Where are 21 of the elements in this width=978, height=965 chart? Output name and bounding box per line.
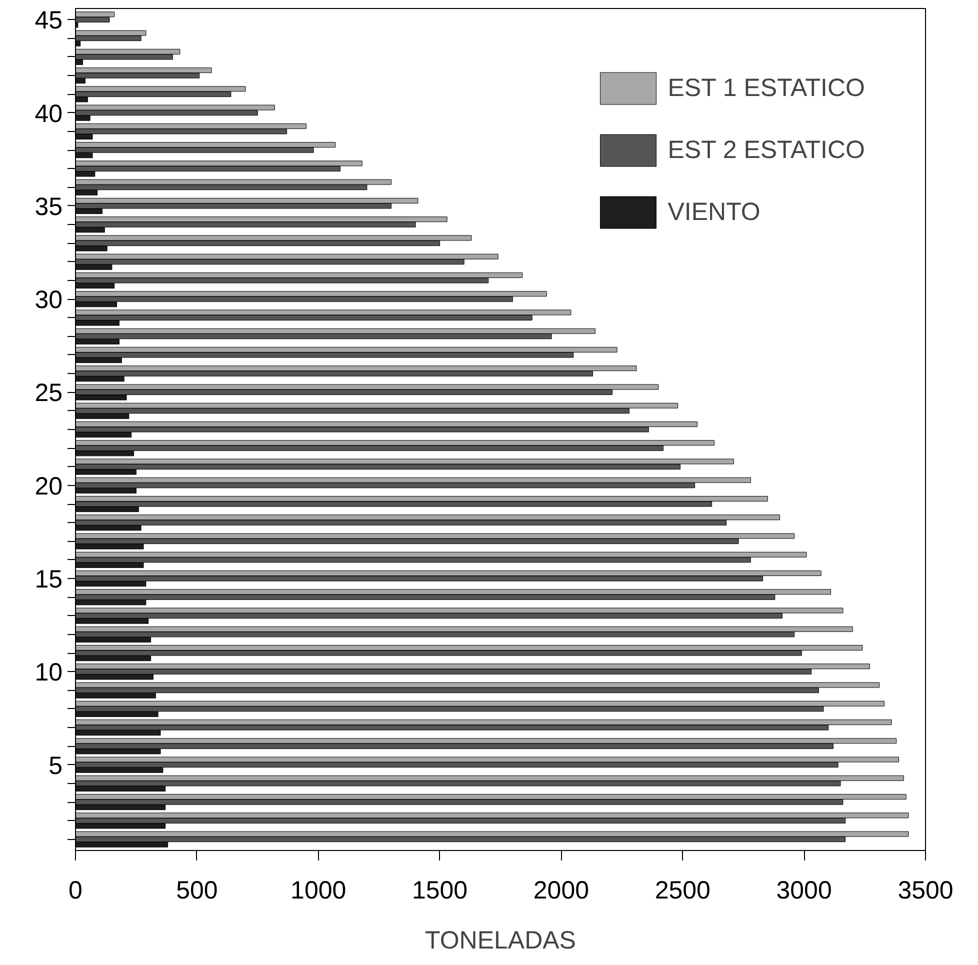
x-axis-title: TONELADAS [425, 926, 576, 954]
legend-label: EST 2 ESTATICO [668, 136, 865, 164]
x-tick-label: 1000 [290, 876, 346, 904]
legend-label: EST 1 ESTATICO [668, 74, 865, 102]
x-tick-label: 2500 [654, 876, 710, 904]
y-tick-label: 10 [34, 658, 63, 687]
x-tick-label: 0 [68, 876, 82, 904]
y-tick-label: 35 [34, 192, 63, 221]
y-tick-label: 20 [34, 472, 63, 500]
y-tick-label: 40 [34, 100, 63, 128]
x-tick-label: 3500 [898, 876, 954, 904]
y-tick-label: 25 [34, 379, 63, 408]
y-tick-label: 30 [34, 286, 63, 314]
legend-label: VIENTO [668, 198, 760, 226]
y-tick-label: 15 [34, 566, 63, 594]
x-tick-label: 2000 [533, 876, 590, 904]
x-tick-label: 1500 [412, 876, 468, 904]
x-tick-label: 3000 [776, 876, 832, 904]
x-tick-label: 500 [176, 876, 218, 904]
y-tick-label: 5 [48, 752, 62, 780]
y-tick-label: 45 [34, 6, 63, 35]
